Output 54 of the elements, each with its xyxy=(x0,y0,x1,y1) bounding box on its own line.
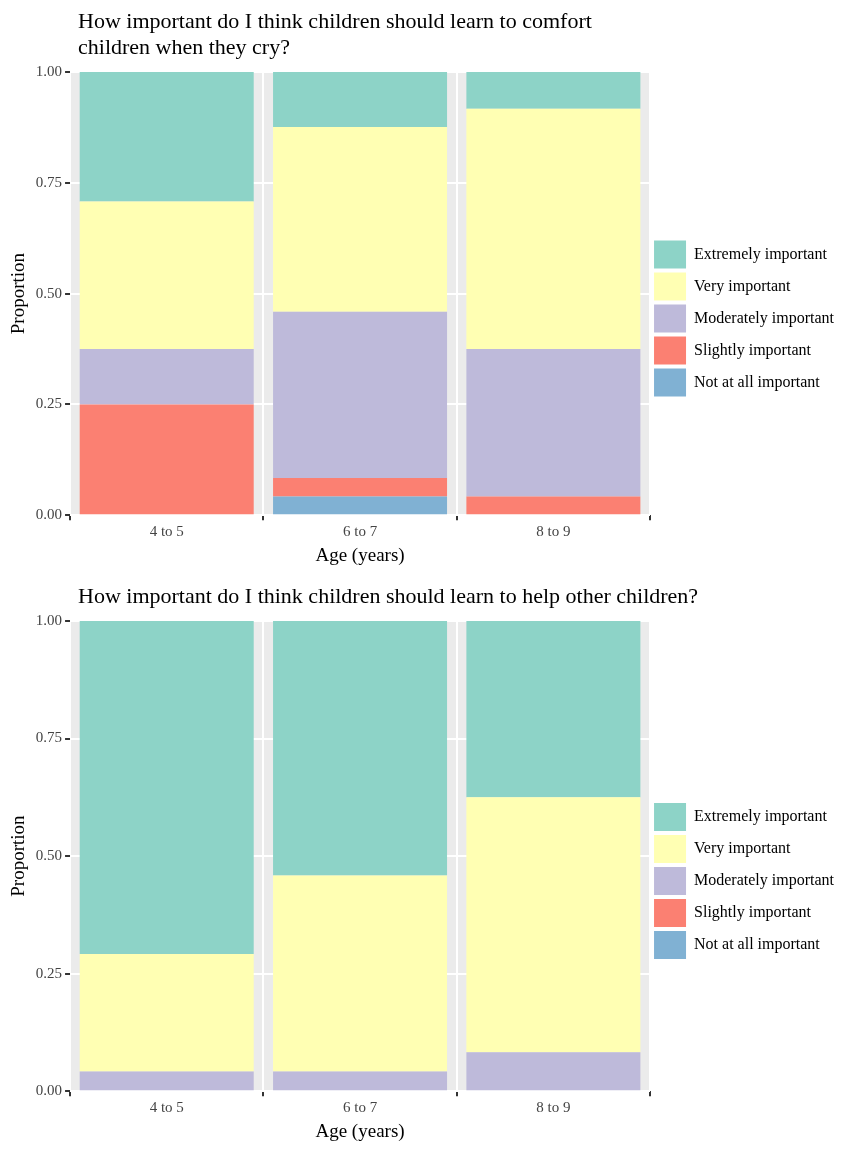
y-tick-label: 0.50 xyxy=(35,847,63,864)
bar xyxy=(273,477,448,497)
chart-title: How important do I think children should learn to help other children? xyxy=(77,582,700,609)
bar xyxy=(79,1071,254,1091)
legend-label: Not at all important xyxy=(694,935,821,954)
bar xyxy=(466,108,641,349)
x-axis-title: Age (years) xyxy=(315,1119,405,1142)
bar xyxy=(466,1052,641,1091)
y-axis-title: Proportion xyxy=(7,252,29,335)
legend-label: Extremely important xyxy=(694,807,828,826)
bar xyxy=(273,496,448,515)
y-tick-label: 0.25 xyxy=(35,964,63,981)
bar xyxy=(466,349,641,497)
bar xyxy=(79,201,254,349)
legend-label: Not at all important xyxy=(694,372,821,391)
legend-label: Very important xyxy=(694,276,792,295)
bar xyxy=(273,621,448,876)
y-tick-label: 0.00 xyxy=(35,506,63,523)
bar xyxy=(466,496,641,515)
bar xyxy=(273,72,448,127)
y-tick-label: 0.75 xyxy=(35,173,63,190)
legend-label: Slightly important xyxy=(694,903,812,922)
bar xyxy=(79,404,254,515)
bar xyxy=(79,953,254,1072)
legend-label: Moderately important xyxy=(694,871,835,890)
chart-title: How important do I think children should learn to comfort children when they cry? xyxy=(77,7,593,60)
bar xyxy=(79,349,254,405)
y-tick-label: 0.75 xyxy=(35,729,63,746)
legend-label: Extremely important xyxy=(694,244,828,263)
x-tick-label: 4 to 5 xyxy=(149,523,184,540)
bar xyxy=(466,797,641,1053)
y-tick-label: 1.00 xyxy=(35,611,63,628)
y-axis-title: Proportion xyxy=(7,814,29,897)
bar xyxy=(273,126,448,312)
legend-label: Slightly important xyxy=(694,340,812,359)
x-tick-label: 6 to 7 xyxy=(342,523,378,540)
y-tick-label: 0.00 xyxy=(35,1082,63,1099)
y-tick-label: 0.50 xyxy=(35,284,63,301)
y-tick-label: 1.00 xyxy=(35,62,63,79)
y-tick-label: 0.25 xyxy=(35,395,63,412)
bar xyxy=(466,72,641,109)
bar xyxy=(79,72,254,202)
x-axis-title: Age (years) xyxy=(315,543,405,566)
x-tick-label: 8 to 9 xyxy=(536,1099,571,1116)
x-tick-label: 4 to 5 xyxy=(149,1099,184,1116)
x-tick-label: 6 to 7 xyxy=(342,1099,378,1116)
legend-label: Moderately important xyxy=(694,308,835,327)
bar xyxy=(466,621,641,798)
legend-label: Very important xyxy=(694,839,792,858)
bar xyxy=(273,311,448,478)
bar xyxy=(79,621,254,954)
bar xyxy=(273,875,448,1072)
bar xyxy=(273,1071,448,1091)
x-tick-label: 8 to 9 xyxy=(536,523,571,540)
